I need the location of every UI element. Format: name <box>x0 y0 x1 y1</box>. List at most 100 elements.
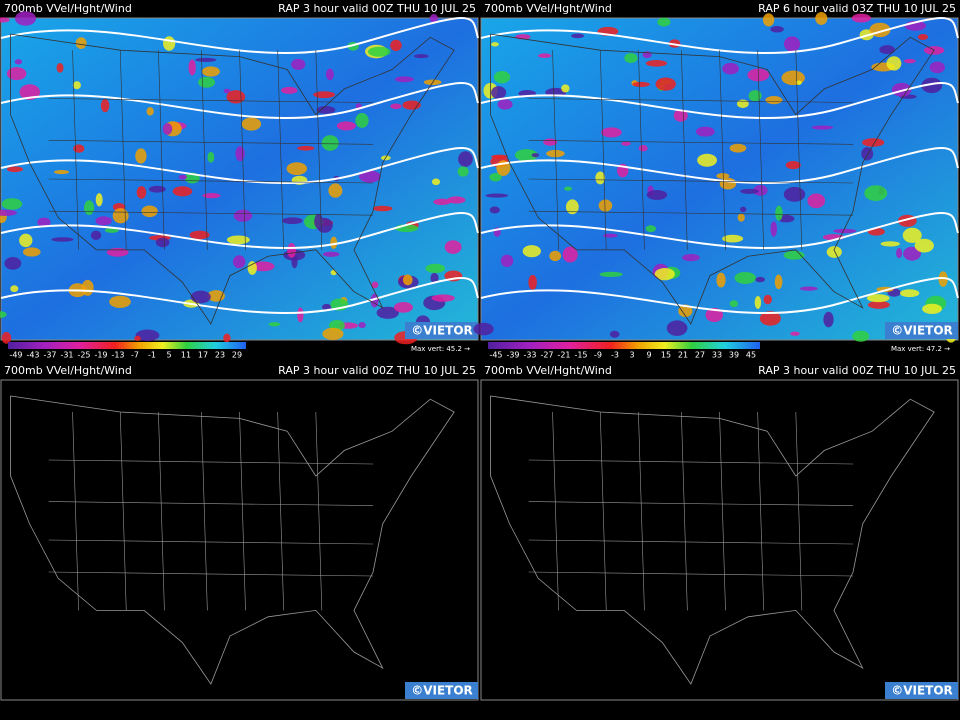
vvel-blob <box>330 236 338 249</box>
state-line <box>277 50 284 250</box>
vvel-blob <box>914 238 934 253</box>
height-contour <box>480 277 959 315</box>
panel-title: 700mb VVel/Hght/Wind <box>4 364 132 377</box>
vvel-blob <box>188 59 196 76</box>
vvel-blob <box>100 99 110 113</box>
vvel-blob <box>0 209 17 216</box>
vvel-blob <box>291 58 306 71</box>
colorbar-label: 5 <box>166 351 171 360</box>
vvel-blob <box>826 246 842 258</box>
vvel-blob <box>297 145 315 151</box>
vvel-blob <box>716 172 730 179</box>
vvel-blob <box>903 246 921 261</box>
colorbar-label: -9 <box>594 351 602 360</box>
colorbar-label: 45 <box>746 351 756 360</box>
vvel-blob <box>867 300 890 309</box>
vvel-blob <box>178 174 187 180</box>
vvel-blob <box>51 237 74 242</box>
vvel-blob <box>223 333 231 343</box>
colorbar-label: -21 <box>557 351 570 360</box>
state-line <box>528 571 854 577</box>
colorbar-label: 17 <box>198 351 208 360</box>
vvel-blob <box>645 60 668 67</box>
vvel-blob <box>729 300 739 308</box>
colorbar <box>488 342 760 349</box>
vvel-blob <box>112 208 129 224</box>
vvel-blob <box>755 276 765 283</box>
vvel-blob <box>359 170 381 183</box>
vvel-blob <box>447 196 466 204</box>
vvel-blob <box>538 53 552 58</box>
colorbar-label: -7 <box>131 351 139 360</box>
vvel-blob <box>322 327 344 340</box>
vvel-blob <box>852 330 870 342</box>
vvel-blob <box>355 113 369 128</box>
vvel-blob <box>226 90 246 104</box>
vvel-blob <box>654 267 675 281</box>
vvel-blob <box>790 331 800 336</box>
vvel-blob <box>762 13 775 27</box>
vvel-blob <box>402 274 413 286</box>
vvel-blob <box>19 84 41 100</box>
state-line <box>72 411 79 611</box>
vvel-blob <box>433 198 451 206</box>
vvel-blob <box>251 261 275 272</box>
vvel-blob <box>902 227 922 243</box>
state-line <box>599 50 607 250</box>
vvel-blob <box>719 177 737 190</box>
colorbar-label: 3 <box>629 351 634 360</box>
vvel-blob <box>917 34 929 41</box>
colorbar-label: 15 <box>661 351 671 360</box>
state-line <box>119 50 127 250</box>
state-line <box>528 459 854 465</box>
vvel-blob <box>136 186 147 199</box>
vvel-blob <box>695 126 715 137</box>
colorbar-label: 29 <box>232 351 242 360</box>
state-line <box>48 571 374 577</box>
vvel-blob <box>322 303 332 311</box>
state-line <box>528 501 854 506</box>
vvel-blob <box>135 148 147 164</box>
vvel-blob <box>90 230 102 241</box>
vvel-blob <box>10 285 19 293</box>
state-line <box>48 140 374 145</box>
map-background <box>480 379 959 701</box>
vvel-blob <box>528 274 537 290</box>
vvel-blob <box>316 105 336 114</box>
vvel-blob <box>146 107 154 116</box>
vvel-blob <box>148 185 166 193</box>
vvel-blob <box>81 279 94 296</box>
state-line <box>757 411 764 611</box>
vvel-blob <box>785 161 801 170</box>
vvel-blob <box>561 84 570 93</box>
vvel-blob <box>247 261 257 275</box>
map: ©VIETOR <box>480 379 959 701</box>
vvel-blob <box>770 26 784 33</box>
vvel-blob <box>429 14 439 23</box>
vvel-blob <box>95 193 103 207</box>
panel: 700mb VVel/Hght/Wind RAP 3 hour valid 00Z… <box>0 364 479 701</box>
max-vert: Max vert: 47.2 → <box>891 345 950 353</box>
state-line <box>48 539 374 545</box>
vvel-blob <box>371 281 379 289</box>
vvel-blob <box>609 330 620 338</box>
panel-valid-time: RAP 6 hour valid 03Z THU 10 JUL 25 <box>758 2 956 15</box>
vvel-blob <box>497 99 513 110</box>
vvel-blob <box>886 56 902 71</box>
state-line <box>681 50 688 250</box>
us-outline <box>10 395 455 685</box>
vvel-blob <box>207 151 215 163</box>
vvel-blob <box>807 193 826 209</box>
vvel-blob <box>393 302 413 313</box>
colorbar-label: -3 <box>611 351 619 360</box>
vvel-blob <box>740 206 747 213</box>
vvel-blob <box>22 247 41 257</box>
vvel-blob <box>1 198 23 210</box>
vvel-blob <box>833 228 857 234</box>
panel-title: 700mb VVel/Hght/Wind <box>484 2 612 15</box>
vvel-blob <box>141 205 158 218</box>
state-line <box>48 210 374 216</box>
watermark: ©VIETOR <box>411 684 473 698</box>
max-vert: Max vert: 45.2 → <box>411 345 470 353</box>
colorbar-label: 27 <box>695 351 705 360</box>
